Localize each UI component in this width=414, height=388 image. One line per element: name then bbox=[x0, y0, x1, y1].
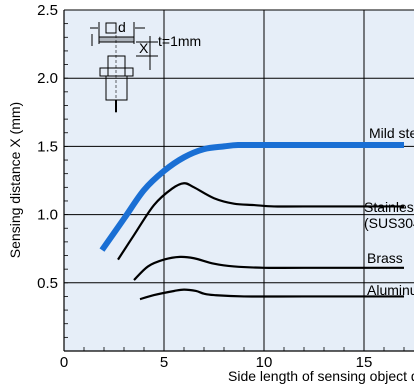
x-tick-label: 10 bbox=[256, 354, 273, 371]
y-tick-label: 2.0 bbox=[37, 70, 58, 87]
dimension-d-label: d bbox=[118, 19, 126, 35]
series-line bbox=[99, 141, 404, 252]
y-tick-label: 1.0 bbox=[37, 207, 58, 224]
plot-area bbox=[64, 10, 414, 351]
sensing-object-plate bbox=[98, 36, 135, 43]
x-tick-label: 15 bbox=[356, 354, 373, 371]
sensor-diagram bbox=[90, 22, 158, 115]
x-axis-label: Side length of sensing object d (mm) bbox=[228, 368, 414, 384]
dimension-x-label: X bbox=[139, 40, 149, 56]
series-label: Stainless bbox=[364, 199, 414, 215]
y-tick-label: 1.5 bbox=[37, 138, 58, 155]
series-line bbox=[133, 255, 404, 281]
y-tick-label: 0.5 bbox=[37, 275, 58, 292]
series-lines bbox=[99, 141, 404, 301]
thickness-label: t=1mm bbox=[158, 33, 201, 49]
series-label: Brass bbox=[367, 250, 403, 266]
x-tick-label: 5 bbox=[160, 354, 168, 371]
tick-labels: 0 5 10 15 0.5 1.0 1.5 2.0 2.5 bbox=[37, 2, 372, 371]
x-tick-label: 0 bbox=[60, 354, 68, 371]
series-label: Mild steel bbox=[369, 125, 414, 141]
d-square-symbol bbox=[105, 22, 117, 34]
y-tick-label: 2.5 bbox=[37, 2, 58, 19]
series-labels: Mild steel Stainless(SUS304) Brass Aluminum bbox=[364, 125, 414, 298]
y-axis-label: Sensing distance X (mm) bbox=[7, 102, 23, 258]
series-label: (SUS304) bbox=[364, 215, 414, 231]
series-label: Aluminum bbox=[367, 282, 414, 298]
series-line bbox=[139, 288, 404, 301]
series-line bbox=[117, 182, 404, 261]
